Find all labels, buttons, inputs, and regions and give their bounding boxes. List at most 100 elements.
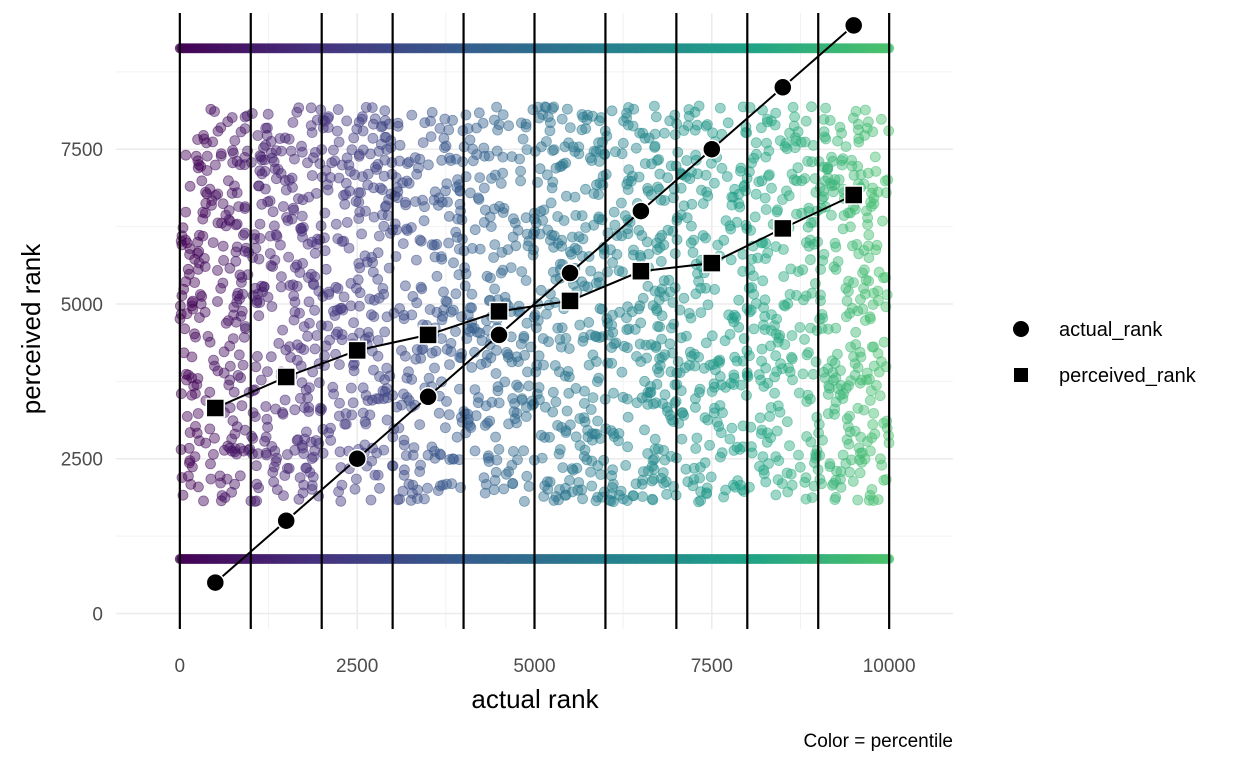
cloud-point (233, 201, 245, 213)
cloud-point (693, 100, 705, 112)
cloud-point (589, 330, 601, 342)
cloud-point (296, 140, 307, 152)
cloud-point (608, 427, 619, 439)
cloud-point (439, 422, 451, 434)
cloud-point (303, 401, 315, 413)
cloud-point (354, 287, 366, 299)
cloud-point (247, 432, 259, 444)
cloud-point (280, 184, 292, 196)
point-perceived_rank (631, 261, 651, 281)
cloud-point (265, 135, 277, 147)
cloud-point (496, 246, 508, 258)
cloud-point (305, 102, 317, 114)
cloud-point (440, 295, 452, 307)
cloud-point (823, 380, 835, 392)
cloud-point (224, 360, 236, 372)
cloud-point (436, 196, 448, 208)
cloud-point (760, 237, 772, 249)
cloud-point (262, 421, 274, 433)
cloud-point (490, 431, 502, 443)
cloud-point (617, 266, 628, 278)
cloud-point (690, 401, 701, 413)
cloud-point (715, 451, 726, 463)
cloud-point (507, 393, 519, 404)
cloud-point (682, 476, 694, 488)
cloud-point (650, 111, 662, 123)
cloud-point (818, 161, 830, 173)
cloud-point (497, 167, 509, 179)
cloud-point (456, 348, 468, 360)
cloud-point (350, 282, 362, 294)
cloud-point (866, 432, 878, 444)
cloud-point (649, 140, 661, 152)
cloud-point (530, 217, 542, 229)
cloud-point (853, 136, 865, 148)
cloud-point (311, 330, 323, 341)
point-perceived_rank (489, 301, 509, 322)
cloud-point (580, 183, 591, 195)
cloud-point (425, 131, 437, 143)
cloud-point (731, 441, 743, 453)
cloud-point (223, 214, 235, 226)
cloud-point (297, 487, 309, 499)
cloud-point (778, 271, 790, 282)
cloud-point (639, 158, 651, 170)
point-perceived_rank (205, 398, 226, 418)
cloud-point (253, 310, 265, 322)
cloud-point (215, 477, 227, 489)
cloud-point (507, 231, 519, 243)
cloud-point (878, 417, 889, 429)
cloud-point (491, 454, 503, 466)
cloud-point (285, 145, 297, 157)
cloud-point (547, 386, 559, 398)
cloud-point (788, 120, 800, 132)
point-perceived_rank (418, 325, 438, 345)
cloud-point (780, 137, 792, 149)
cloud-point (418, 215, 430, 227)
cloud-point (361, 256, 373, 268)
cloud-point (778, 299, 790, 311)
cloud-point (500, 468, 512, 480)
cloud-point (561, 190, 572, 202)
cloud-point (381, 414, 393, 426)
cloud-point (853, 124, 864, 136)
cloud-point (332, 233, 344, 245)
cloud-point (772, 474, 784, 486)
cloud-point (264, 195, 276, 207)
cloud-point (534, 163, 546, 175)
cloud-point (277, 324, 289, 336)
cloud-point (560, 332, 572, 344)
cloud-point (654, 353, 665, 364)
cloud-point (766, 182, 777, 194)
cloud-point (832, 135, 843, 147)
cloud-point (212, 296, 223, 307)
cloud-point (605, 244, 616, 256)
cloud-point (606, 105, 618, 117)
cloud-point (678, 200, 690, 212)
cloud-point (748, 270, 759, 282)
cloud-point (866, 483, 878, 495)
cloud-point (556, 322, 568, 334)
cloud-point (881, 289, 893, 301)
cloud-point (803, 347, 814, 358)
cloud-point (697, 230, 709, 241)
cloud-point (471, 149, 483, 161)
cloud-point (681, 330, 692, 342)
cloud-point (429, 362, 440, 374)
cloud-point (330, 218, 342, 230)
cloud-point (293, 493, 305, 505)
cloud-point (685, 312, 697, 324)
cloud-point (785, 468, 797, 480)
cloud-point (622, 441, 633, 453)
cloud-point (680, 171, 692, 183)
cloud-point (330, 328, 342, 340)
cloud-point (676, 433, 688, 445)
cloud-point (281, 449, 293, 460)
cloud-point (556, 113, 568, 125)
cloud-point (508, 213, 519, 225)
cloud-point (431, 306, 443, 318)
cloud-point (478, 142, 490, 154)
cloud-point (857, 267, 868, 279)
cloud-point (379, 374, 391, 386)
cloud-point (236, 271, 248, 283)
